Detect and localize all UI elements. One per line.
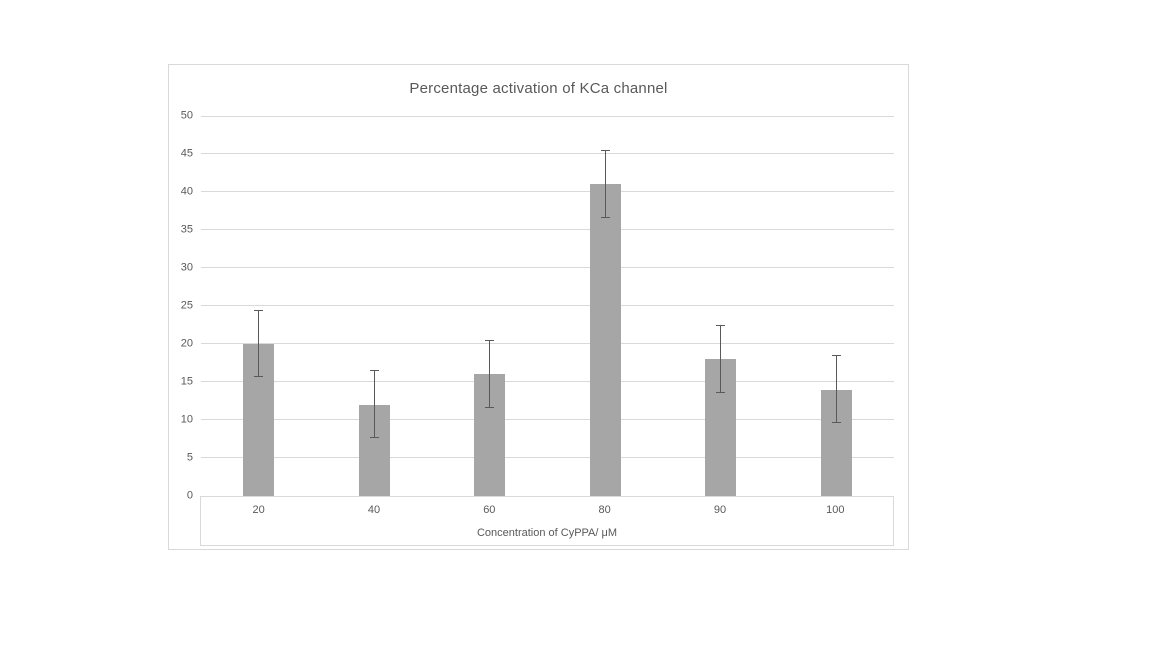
error-bar-line — [835, 356, 837, 424]
plot-area — [201, 116, 894, 496]
error-bar-cap-bottom — [831, 422, 841, 424]
error-bar-line — [489, 340, 491, 408]
y-tick-label: 45 — [180, 147, 193, 160]
error-bar-cap-bottom — [485, 406, 495, 408]
x-tick-label: 100 — [826, 504, 845, 516]
chart-title: Percentage activation of KCa channel — [409, 80, 668, 97]
x-tick-label: 90 — [713, 504, 727, 516]
error-bar-cap-top — [716, 324, 726, 326]
error-bar — [369, 116, 379, 496]
gridline — [201, 381, 894, 382]
gridline — [201, 153, 894, 154]
y-tick-label: 15 — [180, 375, 193, 388]
gridline — [201, 116, 894, 117]
gridline — [201, 343, 894, 344]
gridline — [201, 305, 894, 306]
error-bar-cap-top — [831, 355, 841, 357]
y-tick-label: 0 — [186, 489, 193, 502]
error-bar-cap-bottom — [600, 216, 610, 218]
y-tick-label: 20 — [180, 337, 193, 350]
x-tick-label: 20 — [252, 504, 265, 516]
x-tick-label: 60 — [483, 504, 496, 516]
y-tick-label: 30 — [180, 261, 193, 274]
error-bar — [831, 116, 841, 496]
y-tick-label: 40 — [180, 185, 193, 198]
error-bar — [485, 116, 495, 496]
gridline — [201, 267, 894, 268]
error-bar — [254, 116, 264, 496]
error-bar-cap-top — [600, 149, 610, 151]
gridline — [201, 229, 894, 230]
y-tick-label: 10 — [180, 413, 193, 426]
gridline — [201, 191, 894, 192]
error-bar-line — [604, 150, 606, 218]
y-tick-label: 35 — [180, 223, 193, 236]
x-axis-title: Concentration of CyPPA/ μM — [476, 527, 618, 539]
error-bar-cap-bottom — [369, 437, 379, 439]
y-tick-label: 5 — [186, 451, 193, 464]
x-tick-label: 80 — [598, 504, 611, 516]
error-bar — [716, 116, 726, 496]
error-bar-line — [373, 371, 375, 439]
error-bar — [600, 116, 610, 496]
error-bar-line — [720, 325, 722, 393]
y-tick-label: 50 — [180, 109, 193, 122]
chart-container: Percentage activation of KCa channel 0 5 1… — [168, 64, 909, 550]
y-axis: 0 5 10 15 20 25 30 35 40 45 50 — [171, 110, 193, 501]
y-tick-label: 25 — [180, 299, 193, 312]
bar — [589, 184, 621, 496]
error-bar-cap-bottom — [254, 376, 264, 378]
gridline — [201, 457, 894, 458]
x-axis-box: 20 40 60 80 90 100 Concentration of CyPPA/ μM — [200, 496, 894, 546]
error-bar-cap-top — [369, 370, 379, 372]
error-bar-cap-bottom — [716, 391, 726, 393]
error-bar-line — [258, 310, 260, 378]
error-bar-cap-top — [485, 339, 495, 341]
gridline — [201, 419, 894, 420]
x-tick-label: 40 — [367, 504, 381, 516]
x-tick-row: 20 40 60 80 90 100 — [201, 497, 893, 516]
error-bar-cap-top — [254, 309, 264, 311]
